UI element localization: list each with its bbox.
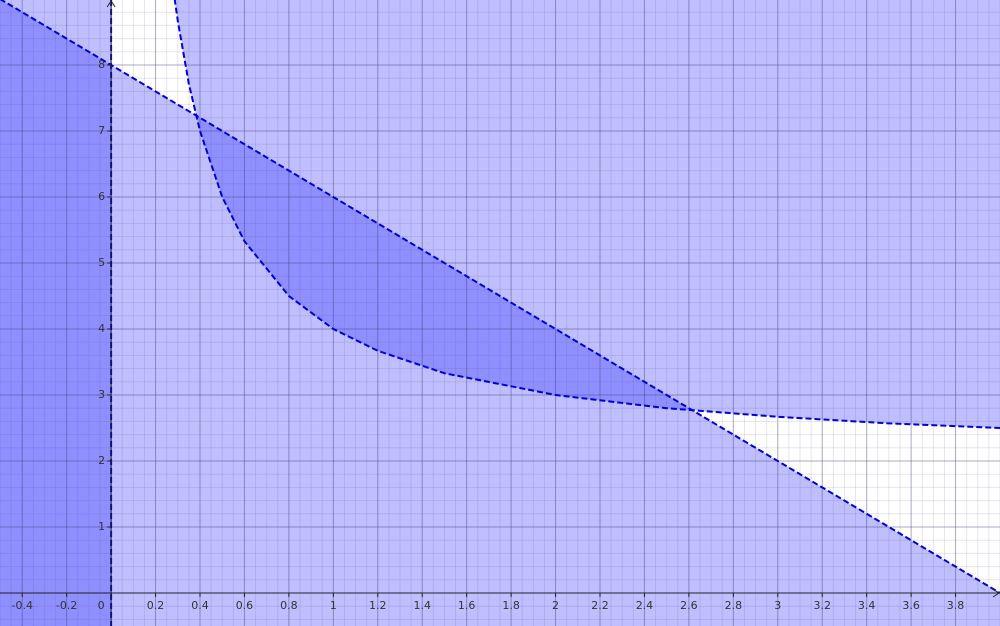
x-tick-label: 0.2 (147, 599, 165, 612)
x-tick-label: -0.2 (56, 599, 77, 612)
x-tick-label: 1 (330, 599, 337, 612)
y-tick-label: 5 (98, 256, 105, 269)
x-tick-label: 1.2 (369, 599, 387, 612)
y-tick-label: 4 (98, 322, 105, 335)
x-tick-label: 0 (98, 599, 105, 612)
x-tick-label: 2.8 (725, 599, 743, 612)
region-left (0, 0, 112, 626)
x-tick-label: 0.4 (191, 599, 209, 612)
x-tick-label: -0.4 (11, 599, 32, 612)
x-tick-label: 2 (552, 599, 559, 612)
x-tick-label: 3.6 (902, 599, 920, 612)
x-tick-label: 3 (774, 599, 781, 612)
y-tick-label: 2 (98, 454, 105, 467)
y-tick-label: 1 (98, 520, 105, 533)
x-tick-label: 3.4 (858, 599, 876, 612)
x-tick-label: 1.8 (502, 599, 520, 612)
boundary-curve (173, 0, 1000, 430)
x-tick-label: 3.2 (813, 599, 831, 612)
x-tick-label: 3.8 (947, 599, 965, 612)
y-tick-label: 6 (98, 190, 105, 203)
x-tick-label: 2.4 (636, 599, 654, 612)
x-axis-arrow (992, 588, 1000, 598)
x-tick-label: 2.6 (680, 599, 698, 612)
x-tick-label: 0.6 (236, 599, 254, 612)
x-tick-label: 2.2 (591, 599, 609, 612)
region-above-curve (173, 0, 1000, 429)
x-tick-label: 1.4 (413, 599, 431, 612)
y-axis-arrow (106, 0, 116, 8)
boundary-curve (0, 0, 1000, 594)
y-tick-label: 7 (98, 124, 105, 137)
y-tick-label: 3 (98, 388, 105, 401)
x-tick-label: 0.8 (280, 599, 298, 612)
y-tick-label: 8 (98, 58, 105, 71)
x-tick-label: 1.6 (458, 599, 476, 612)
